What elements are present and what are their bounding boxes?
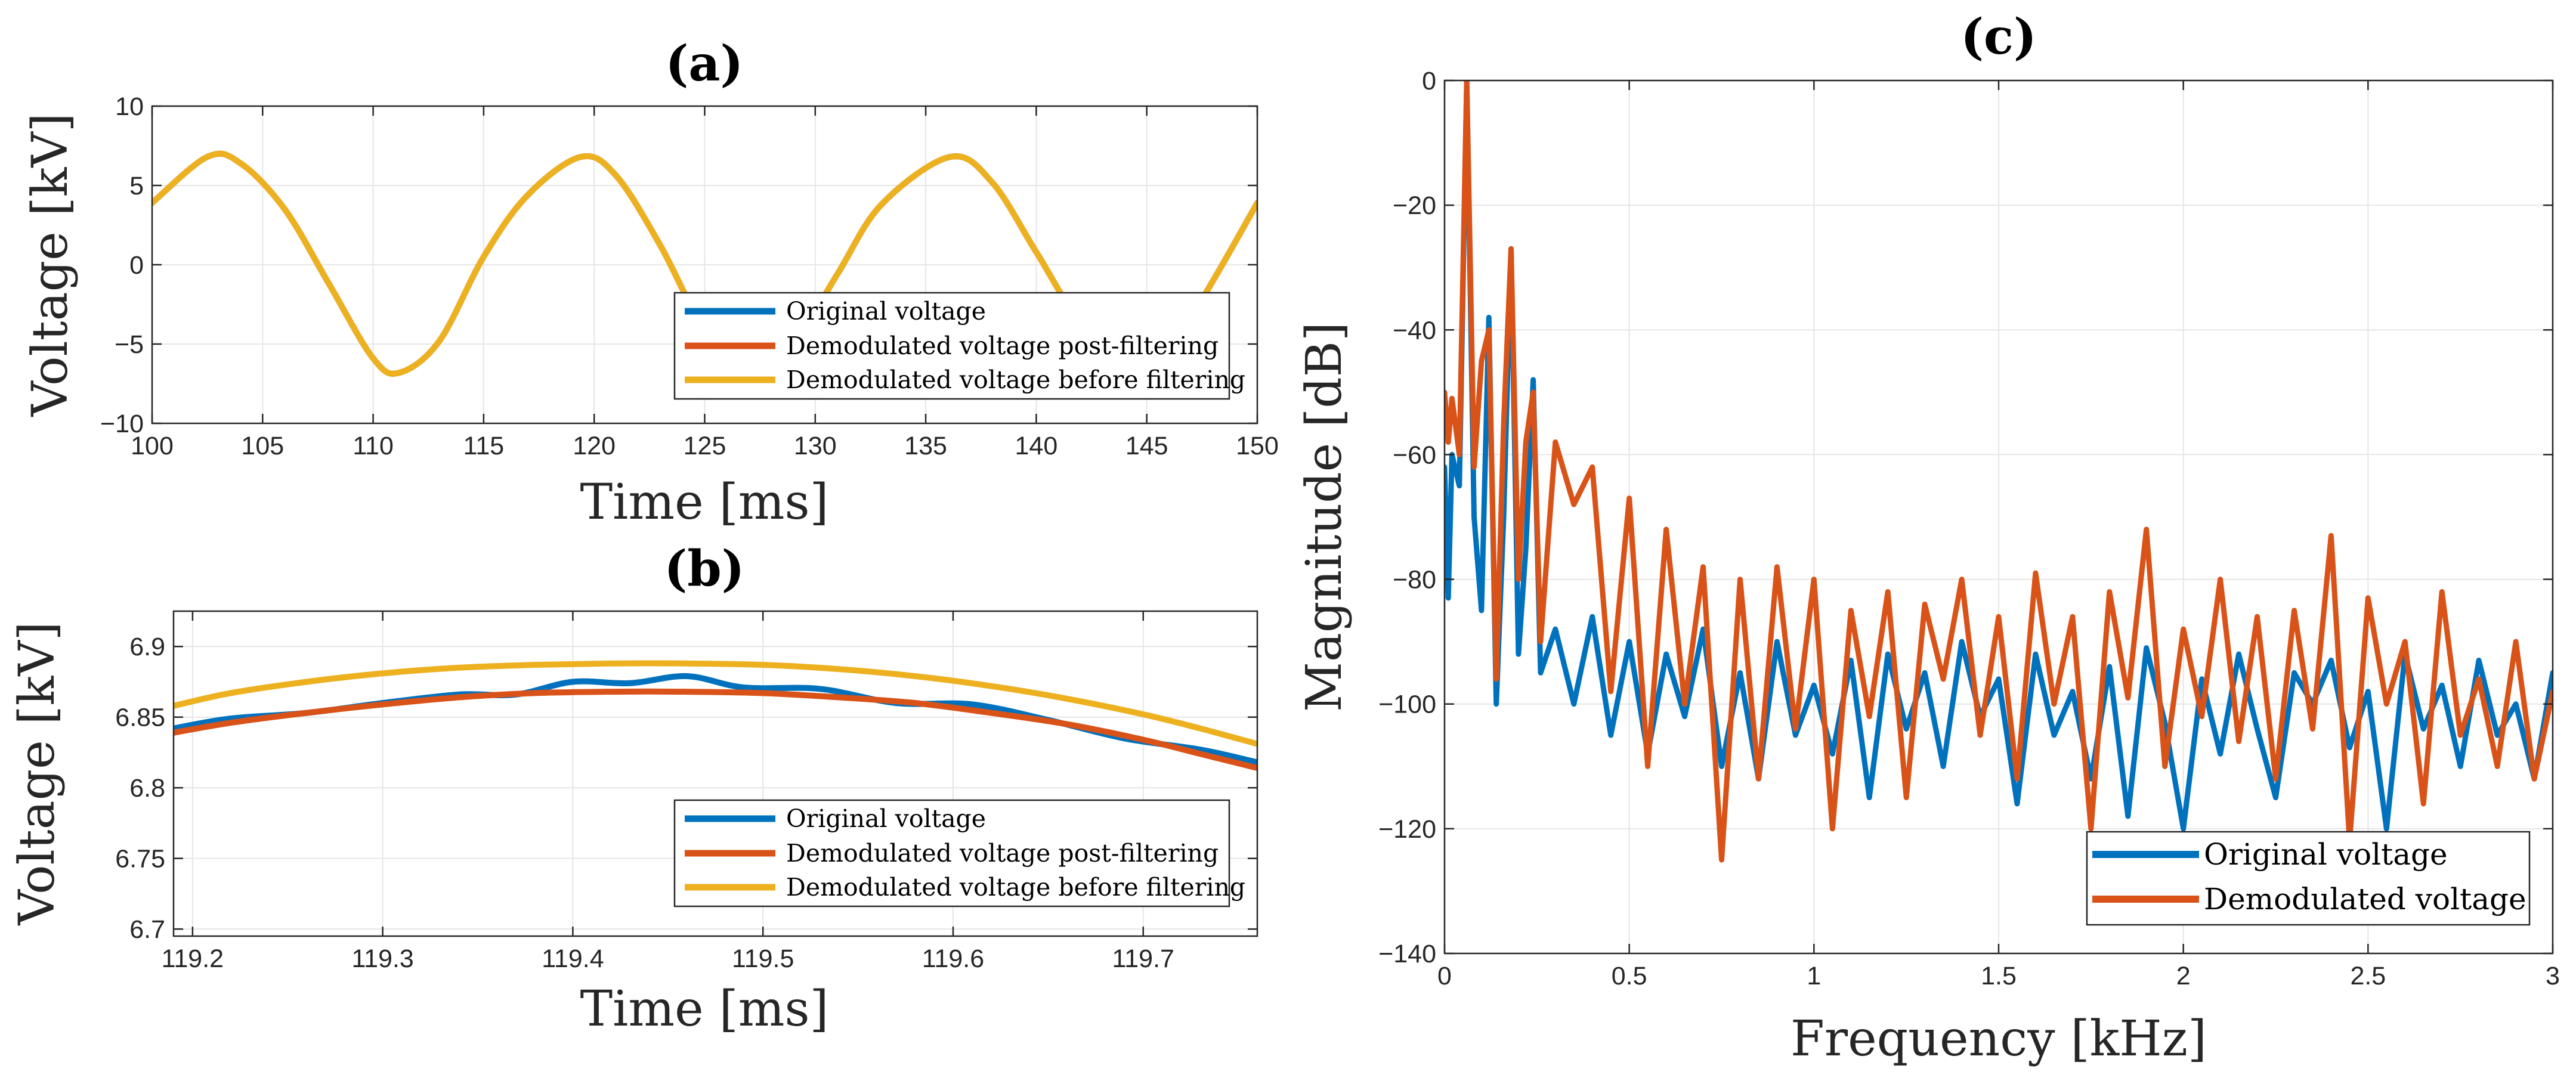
legend-label-original: Original voltage [2204,837,2448,872]
panel-a-y-ticks: −10 −5 0 5 10 [100,92,1257,438]
y-tick-label: 5 [129,172,144,200]
panel-c: 0 0.5 1 1.5 2 2.5 3 −140 −120 −100 −80 −60 −40 −200 … [1296,8,2560,1067]
x-tick-label: 119.6 [922,944,984,973]
y-tick-label: 6.9 [129,633,165,661]
panel-c-legend: Original voltage Demodulated voltage [2086,831,2531,926]
x-tick-label: 125 [684,432,726,460]
x-tick-label: 135 [904,432,947,460]
y-tick-label: −10 [100,410,144,438]
legend-box [2086,831,2531,926]
legend-label-before-filtering: Demodulated voltage before filtering [786,873,1245,902]
panel-c-y-ticks: −140 −120 −100 −80 −60 −40 −20 0 [1378,67,2553,968]
panel-c-title: (c) [1960,8,2037,66]
y-tick-label: 0 [129,251,144,280]
x-tick-label: 115 [463,432,505,460]
panel-c-y-label: Magnitude [dB] [1296,322,1353,712]
y-tick-label: −140 [1378,940,1436,968]
x-tick-label: 119.2 [162,944,224,973]
panel-b-y-ticks: 6.7 6.75 6.8 6.85 6.9 [115,633,1257,944]
panel-a-x-label: Time [ms] [580,474,828,531]
series-line-demodulated-voltage-before-filtering [174,660,1257,747]
x-tick-label: 0.5 [1612,962,1647,990]
x-tick-label: 119.5 [732,944,794,973]
legend-label-post-filtering: Demodulated voltage post-filtering [786,839,1219,868]
legend-label-before-filtering: Demodulated voltage before filtering [786,366,1245,394]
y-tick-label: −100 [1378,690,1436,719]
x-tick-label: 140 [1015,432,1058,460]
panel-c-lines [1445,80,2553,863]
panel-c-x-label: Frequency [kHz] [1790,1011,2207,1067]
panel-b-axes-box [172,610,1258,937]
series-line-demodulated-voltage [1445,80,2553,863]
panel-a-y-label: Voltage [kV] [22,113,79,417]
panel-b-title: (b) [664,540,745,597]
y-tick-label: 6.7 [129,915,165,944]
y-tick-label: 6.85 [115,704,165,732]
y-tick-label: −80 [1393,566,1436,594]
y-tick-label: −40 [1393,316,1436,345]
panel-b-y-label: Voltage [kV] [9,621,66,925]
panel-a: 100 105 110 115 120 125 130 135 140 145 150 −10−50… [22,35,1279,531]
x-tick-label: 2 [2176,962,2191,990]
x-tick-label: 119.4 [542,944,604,973]
x-tick-label: 105 [241,432,284,460]
y-tick-label: −120 [1378,815,1436,844]
x-tick-label: 3 [2546,962,2560,990]
x-tick-label: 150 [1236,432,1279,460]
panel-a-x-ticks: 100 105 110 115 120 125 130 135 140 145 150 [131,106,1279,460]
series-line-demodulated-voltage-post-filtering [174,688,1257,771]
legend-label-original: Original voltage [786,297,986,326]
panel-a-title: (a) [666,35,744,92]
x-tick-label: 119.3 [351,944,413,973]
y-tick-label: −60 [1393,441,1436,469]
legend-label-original: Original voltage [786,804,986,833]
x-tick-label: 130 [794,432,837,460]
y-tick-label: −20 [1393,191,1436,220]
x-tick-label: 1.5 [1981,962,2017,990]
x-tick-label: 119.7 [1112,944,1174,973]
panel-b-legend: Original voltage Demodulated voltage pos… [673,799,1245,908]
y-tick-label: 6.8 [129,774,165,803]
panel-b: 119.2 119.3 119.4 119.5 119.6 119.7 6.76.756.… [9,540,1258,1037]
x-tick-label: 100 [131,432,174,460]
panel-b-lines [174,660,1257,771]
panel-b-x-label: Time [ms] [580,981,828,1037]
panel-c-x-ticks: 0 0.5 1 1.5 2 2.5 3 [1437,80,2560,990]
x-tick-label: 110 [352,432,394,460]
x-tick-label: 120 [573,432,616,460]
panel-a-legend: Original voltage Demodulated voltage pos… [673,292,1245,400]
x-tick-label: 1 [1807,962,1821,990]
x-tick-label: 2.5 [2350,962,2386,990]
y-tick-label: −5 [115,330,144,359]
x-tick-label: 145 [1125,432,1168,460]
y-tick-label: 6.75 [115,845,165,874]
y-tick-label: 10 [115,92,144,121]
x-tick-label: 0 [1437,962,1452,990]
legend-label-post-filtering: Demodulated voltage post-filtering [786,332,1219,360]
y-tick-label: 0 [1422,67,1436,95]
legend-label-demodulated: Demodulated voltage [2204,882,2526,916]
panel-b-x-ticks: 119.2 119.3 119.4 119.5 119.6 119.7 [162,611,1174,973]
